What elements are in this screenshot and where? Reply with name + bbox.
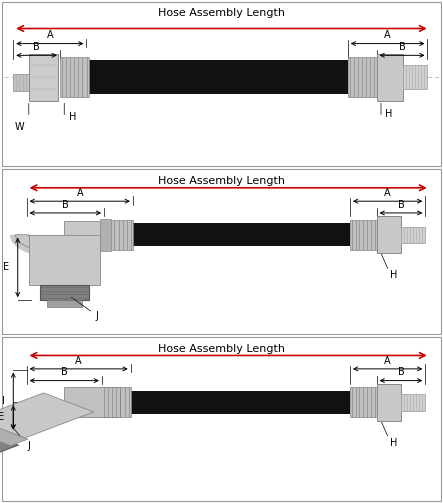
Text: B: B (397, 200, 404, 210)
Text: B: B (61, 367, 68, 377)
Text: J: J (71, 297, 98, 321)
Text: A: A (75, 356, 82, 366)
Bar (0, 393, 94, 438)
Text: H: H (385, 109, 393, 119)
Bar (350, 387, 377, 417)
Bar (64, 387, 120, 417)
Bar (64, 221, 104, 248)
Text: W: W (15, 122, 24, 132)
Text: J: J (12, 427, 31, 451)
Bar (377, 216, 401, 253)
Text: B: B (62, 200, 69, 210)
Text: A: A (385, 30, 391, 40)
Text: B: B (399, 42, 405, 52)
Text: H: H (390, 270, 397, 280)
Bar (377, 384, 401, 421)
Text: A: A (77, 188, 83, 198)
Bar (104, 220, 133, 250)
Text: Hose Assembly Length: Hose Assembly Length (158, 176, 285, 186)
Bar (348, 57, 377, 97)
Bar (40, 285, 89, 300)
Text: Hose Assembly Length: Hose Assembly Length (158, 9, 285, 19)
Text: I: I (2, 396, 4, 406)
Bar (102, 387, 131, 417)
Bar (0, 422, 19, 453)
Text: B: B (397, 367, 404, 377)
Bar (377, 54, 403, 101)
Bar (133, 223, 350, 246)
Bar (403, 65, 427, 89)
Bar (60, 57, 89, 97)
Bar (401, 394, 425, 410)
Bar (86, 60, 348, 94)
Text: E: E (0, 412, 4, 423)
Bar (0, 418, 28, 446)
Text: Hose Assembly Length: Hose Assembly Length (158, 344, 285, 354)
Bar (29, 54, 58, 101)
Text: E: E (3, 263, 9, 273)
Bar (82, 389, 102, 416)
Text: H: H (390, 438, 397, 448)
Polygon shape (16, 235, 64, 253)
Bar (350, 220, 377, 250)
Bar (100, 219, 111, 250)
Bar (13, 74, 29, 91)
Bar (29, 235, 100, 285)
Bar (131, 391, 350, 414)
Bar (401, 226, 425, 243)
Bar (47, 300, 82, 307)
Text: A: A (385, 356, 391, 366)
Text: H: H (69, 112, 76, 122)
Text: A: A (47, 30, 53, 40)
Text: A: A (385, 188, 391, 198)
Text: B: B (33, 42, 40, 52)
